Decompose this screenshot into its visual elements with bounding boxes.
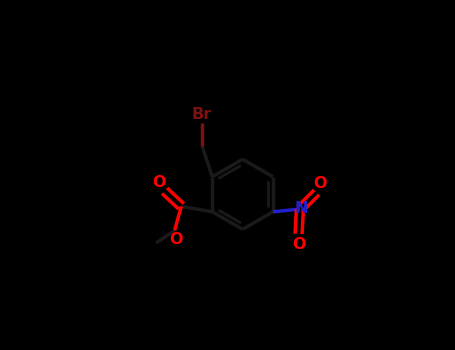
Text: O: O: [169, 232, 182, 247]
Text: O: O: [313, 176, 327, 191]
Text: Br: Br: [192, 106, 212, 121]
Text: N: N: [294, 201, 308, 216]
Text: O: O: [292, 237, 305, 252]
Text: O: O: [152, 175, 166, 190]
